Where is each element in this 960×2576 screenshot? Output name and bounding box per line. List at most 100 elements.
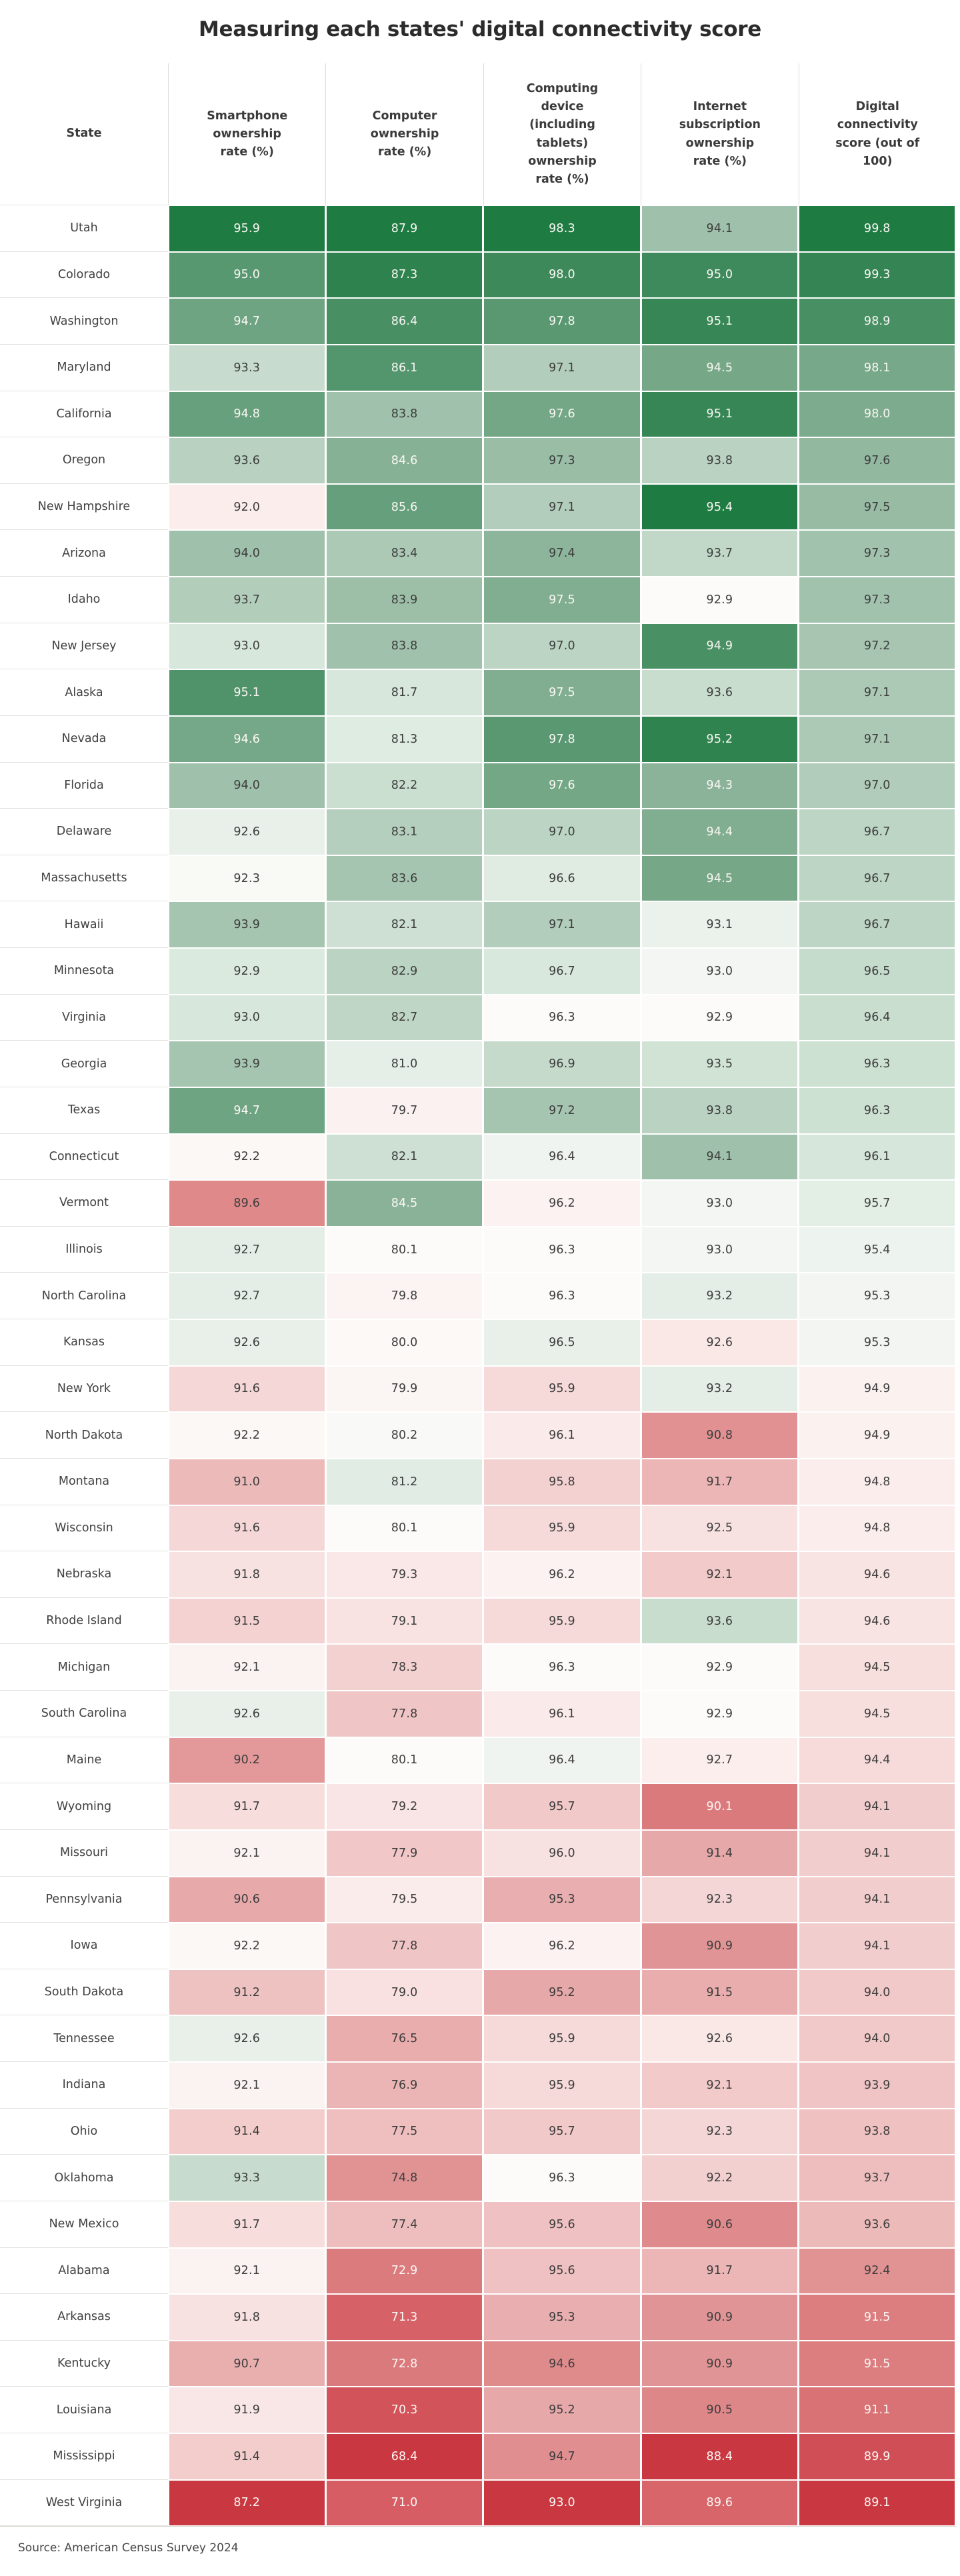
value-cell: 82.7: [326, 995, 483, 1041]
state-label: Georgia: [0, 1041, 168, 1087]
value-cell: 80.1: [326, 1227, 483, 1273]
value-cell: 91.4: [641, 1830, 798, 1876]
value-cell: 79.2: [326, 1784, 483, 1829]
state-label: Connecticut: [0, 1134, 168, 1181]
value-cell: 79.1: [326, 1598, 483, 1644]
value-cell: 95.4: [799, 1227, 955, 1273]
value-cell: 76.9: [326, 2063, 483, 2108]
value-cell: 94.1: [641, 206, 798, 251]
value-cell: 79.8: [326, 1273, 483, 1319]
value-cell: 94.9: [799, 1413, 955, 1458]
value-cell: 97.6: [484, 391, 640, 437]
value-cell: 94.0: [799, 2016, 955, 2061]
value-cell: 94.0: [799, 1969, 955, 2015]
value-cell: 95.2: [484, 2387, 640, 2433]
state-label: North Dakota: [0, 1412, 168, 1459]
value-cell: 83.9: [326, 577, 483, 623]
value-cell: 97.2: [799, 623, 955, 669]
value-cell: 96.5: [484, 1320, 640, 1365]
value-cell: 92.9: [641, 995, 798, 1041]
value-cell: 93.6: [641, 670, 798, 715]
state-label: Colorado: [0, 252, 168, 299]
state-label: New Jersey: [0, 623, 168, 670]
table-row: Indiana 92.1 76.9 95.9 92.1 93.9: [0, 2062, 956, 2109]
table-row: Mississippi 91.4 68.4 94.7 88.4 89.9: [0, 2433, 956, 2480]
table-row: Florida 94.0 82.2 97.6 94.3 97.0: [0, 763, 956, 809]
header-cell-internet: Internet subscription ownership rate (%): [641, 63, 798, 205]
value-cell: 82.2: [326, 763, 483, 809]
state-label: Arizona: [0, 530, 168, 577]
value-cell: 71.0: [326, 2480, 483, 2526]
value-cell: 97.1: [799, 670, 955, 715]
table-row: North Carolina 92.7 79.8 96.3 93.2 95.3: [0, 1273, 956, 1319]
state-label: Alabama: [0, 2248, 168, 2295]
value-cell: 79.3: [326, 1552, 483, 1597]
value-cell: 92.9: [169, 949, 325, 994]
value-cell: 94.1: [799, 1923, 955, 1969]
state-label: Utah: [0, 205, 168, 252]
state-label: West Virginia: [0, 2480, 168, 2527]
value-cell: 95.0: [169, 252, 325, 298]
state-label: Washington: [0, 298, 168, 345]
table-row: Utah 95.9 87.9 98.3 94.1 99.8: [0, 205, 956, 252]
value-cell: 95.4: [641, 484, 798, 530]
value-cell: 91.9: [169, 2387, 325, 2433]
value-cell: 94.5: [799, 1645, 955, 1690]
value-cell: 96.1: [799, 1134, 955, 1180]
value-cell: 92.7: [641, 1737, 798, 1783]
value-cell: 81.3: [326, 716, 483, 762]
state-label: Nebraska: [0, 1551, 168, 1598]
value-cell: 97.1: [484, 902, 640, 947]
state-label: Wyoming: [0, 1783, 168, 1830]
table-row: North Dakota 92.2 80.2 96.1 90.8 94.9: [0, 1412, 956, 1459]
value-cell: 93.7: [169, 577, 325, 623]
value-cell: 93.0: [641, 1181, 798, 1226]
value-cell: 93.2: [641, 1273, 798, 1319]
state-label: New Hampshire: [0, 484, 168, 531]
table-row: South Dakota 91.2 79.0 95.2 91.5 94.0: [0, 1969, 956, 2016]
table-row: Idaho 93.7 83.9 97.5 92.9 97.3: [0, 577, 956, 623]
value-cell: 90.5: [641, 2387, 798, 2433]
value-cell: 96.2: [484, 1181, 640, 1226]
value-cell: 91.8: [169, 1552, 325, 1597]
value-cell: 95.8: [484, 1459, 640, 1505]
table-row: Oklahoma 93.3 74.8 96.3 92.2 93.7: [0, 2155, 956, 2201]
value-cell: 94.5: [799, 1691, 955, 1737]
value-cell: 80.0: [326, 1320, 483, 1365]
value-cell: 83.8: [326, 391, 483, 437]
value-cell: 77.5: [326, 2109, 483, 2155]
value-cell: 93.3: [169, 345, 325, 391]
value-cell: 82.9: [326, 949, 483, 994]
value-cell: 95.7: [484, 1784, 640, 1829]
value-cell: 97.3: [799, 577, 955, 623]
state-label: Texas: [0, 1087, 168, 1134]
value-cell: 92.1: [169, 2063, 325, 2108]
value-cell: 92.1: [169, 1830, 325, 1876]
value-cell: 98.9: [799, 299, 955, 344]
table-row: New Hampshire 92.0 85.6 97.1 95.4 97.5: [0, 484, 956, 531]
state-label: Mississippi: [0, 2433, 168, 2480]
state-label: Indiana: [0, 2062, 168, 2109]
value-cell: 95.1: [641, 299, 798, 344]
value-cell: 94.8: [799, 1505, 955, 1551]
table-row: Rhode Island 91.5 79.1 95.9 93.6 94.6: [0, 1598, 956, 1645]
table-row: Connecticut 92.2 82.1 96.4 94.1 96.1: [0, 1134, 956, 1181]
value-cell: 90.9: [641, 1923, 798, 1969]
state-label: Tennessee: [0, 2015, 168, 2062]
value-cell: 94.3: [641, 763, 798, 809]
table-row: Illinois 92.7 80.1 96.3 93.0 95.4: [0, 1227, 956, 1273]
value-cell: 92.6: [641, 2016, 798, 2061]
table-row: West Virginia 87.2 71.0 93.0 89.6 89.1: [0, 2480, 956, 2527]
table-row: New Jersey 93.0 83.8 97.0 94.9 97.2: [0, 623, 956, 670]
state-label: Iowa: [0, 1923, 168, 1969]
value-cell: 94.9: [641, 623, 798, 669]
value-cell: 91.7: [169, 2201, 325, 2247]
value-cell: 95.6: [484, 2248, 640, 2294]
value-cell: 95.7: [484, 2109, 640, 2155]
value-cell: 97.0: [484, 809, 640, 855]
value-cell: 94.5: [641, 345, 798, 391]
table-row: Vermont 89.6 84.5 96.2 93.0 95.7: [0, 1180, 956, 1227]
value-cell: 94.1: [799, 1877, 955, 1923]
value-cell: 92.2: [169, 1923, 325, 1969]
value-cell: 93.5: [641, 1041, 798, 1087]
